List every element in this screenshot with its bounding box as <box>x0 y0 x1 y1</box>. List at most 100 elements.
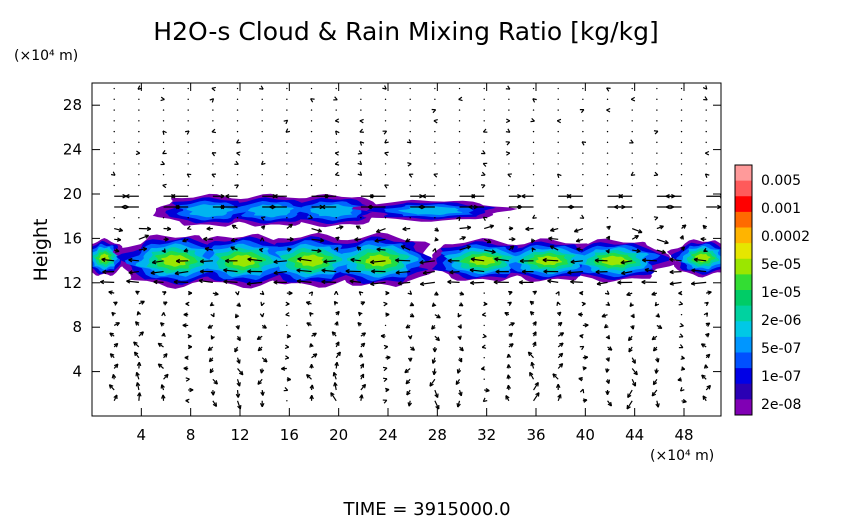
wind-vector <box>175 258 189 264</box>
wind-vector <box>557 217 559 219</box>
wind-vector <box>260 160 266 166</box>
wind-vector <box>236 379 241 387</box>
wind-vector <box>631 163 633 165</box>
wind-vector <box>184 355 189 361</box>
wind-vector <box>382 399 388 404</box>
wind-vector <box>212 184 214 187</box>
wind-vector <box>556 301 561 306</box>
wind-vector <box>259 237 265 242</box>
wind-vector <box>162 183 167 189</box>
wind-vector <box>335 341 340 348</box>
wind-vector <box>679 322 684 328</box>
cloud-field <box>92 193 721 289</box>
wind-vector <box>570 279 583 285</box>
wind-vector <box>286 184 288 187</box>
wind-vector <box>504 312 510 317</box>
wind-vector <box>432 248 437 253</box>
y-tick-label: 8 <box>72 318 82 336</box>
wind-vector <box>286 377 292 382</box>
wind-vector <box>567 193 583 199</box>
y-tick-label: 24 <box>63 141 82 159</box>
wind-vector <box>183 312 189 317</box>
wind-vector <box>185 377 190 382</box>
wind-vector <box>335 118 340 123</box>
wind-vector <box>384 217 387 219</box>
wind-vector <box>458 87 461 90</box>
wind-vector <box>286 400 288 402</box>
wind-vector <box>525 226 534 232</box>
wind-vector <box>656 324 663 330</box>
wind-vector <box>114 227 124 233</box>
wind-vector <box>355 225 362 230</box>
wind-vector <box>432 346 438 353</box>
wind-vector <box>335 141 337 144</box>
wind-vector <box>199 259 213 264</box>
wind-vector <box>335 217 337 219</box>
wind-vector <box>360 383 367 391</box>
wind-vector <box>529 310 535 316</box>
wind-vector <box>409 130 411 133</box>
wind-vector <box>397 280 411 286</box>
wind-vector <box>286 290 293 296</box>
wind-vector <box>359 118 364 124</box>
wind-vector <box>680 366 686 371</box>
wind-vector <box>259 85 264 90</box>
wind-vector <box>357 311 363 317</box>
wind-vector <box>359 363 365 369</box>
colorbar-label: 1e-05 <box>761 285 801 301</box>
wind-vector <box>702 85 708 90</box>
wind-vector <box>369 193 386 199</box>
wind-vector <box>188 387 194 393</box>
colorbar-segment <box>735 227 752 244</box>
wind-vector <box>582 322 589 328</box>
wind-vector <box>335 130 340 135</box>
wind-vector <box>163 301 168 306</box>
wind-vector <box>161 312 166 317</box>
wind-vector <box>669 257 682 262</box>
wind-vector <box>631 234 639 240</box>
wind-vector <box>606 107 611 113</box>
wind-vector <box>605 379 611 384</box>
wind-vector <box>458 357 463 363</box>
colorbar-label: 2e-06 <box>761 313 801 329</box>
wind-vector <box>434 141 436 144</box>
wind-vector <box>406 139 412 144</box>
wind-vector <box>532 184 535 187</box>
wind-vector <box>235 325 240 330</box>
wind-vector <box>286 173 288 176</box>
wind-vector <box>357 150 363 155</box>
wind-vector <box>680 87 683 90</box>
wind-vector <box>136 311 142 316</box>
wind-vector <box>552 373 559 380</box>
wind-vector <box>135 150 141 156</box>
wind-vector <box>151 259 164 265</box>
wind-vector <box>236 302 242 308</box>
wind-vector <box>434 130 436 133</box>
wind-vector <box>185 301 190 307</box>
wind-vector <box>128 270 139 275</box>
wind-vector <box>358 353 364 358</box>
wind-vector <box>582 163 584 165</box>
wind-vector <box>408 173 414 178</box>
wind-vector <box>187 98 189 101</box>
wind-vector <box>680 313 683 316</box>
wind-vector <box>376 247 386 252</box>
wind-vector <box>160 384 165 391</box>
x-tick-label: 16 <box>280 426 299 444</box>
wind-vector <box>680 184 683 187</box>
wind-vector <box>138 130 140 133</box>
wind-vector <box>484 224 495 230</box>
wind-vector <box>236 109 239 111</box>
wind-vector <box>656 120 658 122</box>
wind-vector <box>655 313 661 318</box>
wind-vector <box>521 269 534 274</box>
wind-vector <box>385 387 390 393</box>
wind-vector <box>678 344 684 349</box>
y-tick-label: 4 <box>72 363 82 381</box>
wind-vector <box>457 313 462 318</box>
wind-vector <box>286 333 291 339</box>
wind-vector <box>309 343 314 348</box>
wind-vector <box>162 87 165 90</box>
y-tick-label: 20 <box>63 185 82 203</box>
